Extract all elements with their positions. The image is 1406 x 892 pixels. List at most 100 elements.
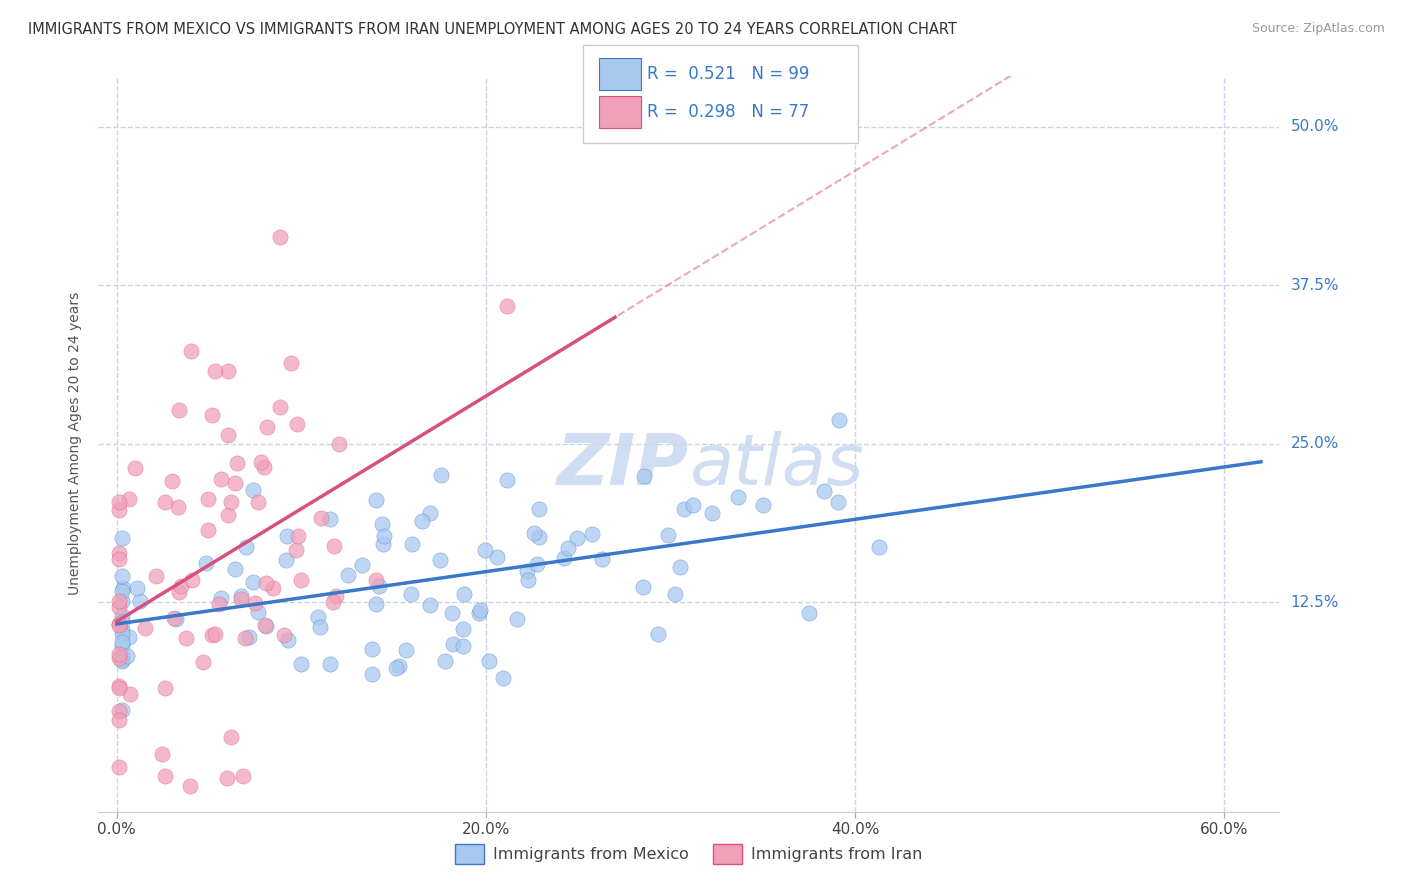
Point: [526, 557, 548, 571]
Point: [229, 589, 252, 603]
Point: [441, 637, 464, 651]
Point: [197, 524, 219, 538]
Point: [273, 628, 295, 642]
Point: [208, 597, 231, 611]
Point: [195, 556, 218, 570]
Point: [371, 517, 394, 532]
Point: [492, 671, 515, 685]
Point: [124, 460, 146, 475]
Point: [631, 580, 654, 594]
Point: [274, 552, 297, 566]
Point: [111, 584, 134, 599]
Point: [107, 495, 129, 509]
Point: [127, 581, 149, 595]
Point: [170, 579, 193, 593]
Point: [371, 537, 394, 551]
Point: [669, 560, 692, 574]
Point: [633, 468, 655, 483]
Point: [107, 594, 129, 608]
Point: [111, 569, 134, 583]
Text: R =  0.521   N = 99: R = 0.521 N = 99: [647, 65, 808, 83]
Point: [434, 654, 457, 668]
Point: [702, 506, 724, 520]
Point: [111, 627, 134, 641]
Point: [419, 598, 441, 612]
Point: [204, 364, 226, 378]
Point: [233, 632, 256, 646]
Point: [153, 681, 176, 696]
Point: [827, 495, 849, 509]
Point: [250, 455, 273, 469]
Text: 12.5%: 12.5%: [1291, 595, 1339, 610]
Point: [474, 542, 496, 557]
Point: [217, 364, 239, 378]
Point: [107, 650, 129, 665]
Point: [107, 681, 129, 695]
Point: [394, 643, 416, 657]
Point: [243, 596, 266, 610]
Point: [163, 611, 186, 625]
Point: [269, 400, 291, 414]
Point: [657, 527, 679, 541]
Point: [496, 299, 519, 313]
Point: [111, 649, 134, 664]
Point: [364, 597, 387, 611]
Point: [217, 428, 239, 442]
Point: [180, 344, 202, 359]
Text: 50.0%: 50.0%: [1291, 119, 1339, 134]
Point: [682, 498, 704, 512]
Point: [828, 413, 851, 427]
Point: [322, 595, 344, 609]
Point: [419, 506, 441, 520]
Point: [217, 508, 239, 522]
Point: [201, 408, 224, 422]
Point: [319, 657, 342, 671]
Point: [752, 498, 775, 512]
Point: [557, 541, 579, 555]
Point: [797, 606, 820, 620]
Point: [350, 558, 373, 573]
Point: [181, 573, 204, 587]
Text: ZIP: ZIP: [557, 432, 689, 500]
Point: [308, 620, 330, 634]
Point: [664, 587, 686, 601]
Point: [111, 653, 134, 667]
Point: [336, 567, 359, 582]
Text: IMMIGRANTS FROM MEXICO VS IMMIGRANTS FROM IRAN UNEMPLOYMENT AMONG AGES 20 TO 24 : IMMIGRANTS FROM MEXICO VS IMMIGRANTS FRO…: [28, 22, 957, 37]
Point: [280, 356, 302, 370]
Point: [167, 584, 190, 599]
Point: [118, 687, 141, 701]
Point: [107, 647, 129, 661]
Point: [176, 631, 198, 645]
Point: [254, 576, 277, 591]
Legend: Immigrants from Mexico, Immigrants from Iran: Immigrants from Mexico, Immigrants from …: [449, 838, 929, 870]
Point: [285, 543, 308, 558]
Point: [328, 437, 350, 451]
Point: [118, 630, 141, 644]
Point: [429, 553, 451, 567]
Point: [111, 654, 134, 668]
Point: [118, 491, 141, 506]
Point: [111, 615, 134, 630]
Point: [107, 713, 129, 727]
Point: [319, 512, 342, 526]
Point: [179, 780, 201, 794]
Point: [242, 575, 264, 590]
Point: [150, 747, 173, 762]
Point: [591, 552, 613, 566]
Point: [813, 484, 835, 499]
Point: [224, 562, 246, 576]
Point: [527, 501, 550, 516]
Point: [269, 230, 291, 244]
Point: [256, 420, 278, 434]
Point: [399, 586, 422, 600]
Point: [451, 640, 474, 654]
Point: [111, 703, 134, 717]
Point: [276, 529, 298, 543]
Point: [232, 769, 254, 783]
Point: [134, 621, 156, 635]
Point: [246, 495, 269, 509]
Point: [368, 580, 391, 594]
Point: [107, 503, 129, 517]
Point: [429, 468, 451, 483]
